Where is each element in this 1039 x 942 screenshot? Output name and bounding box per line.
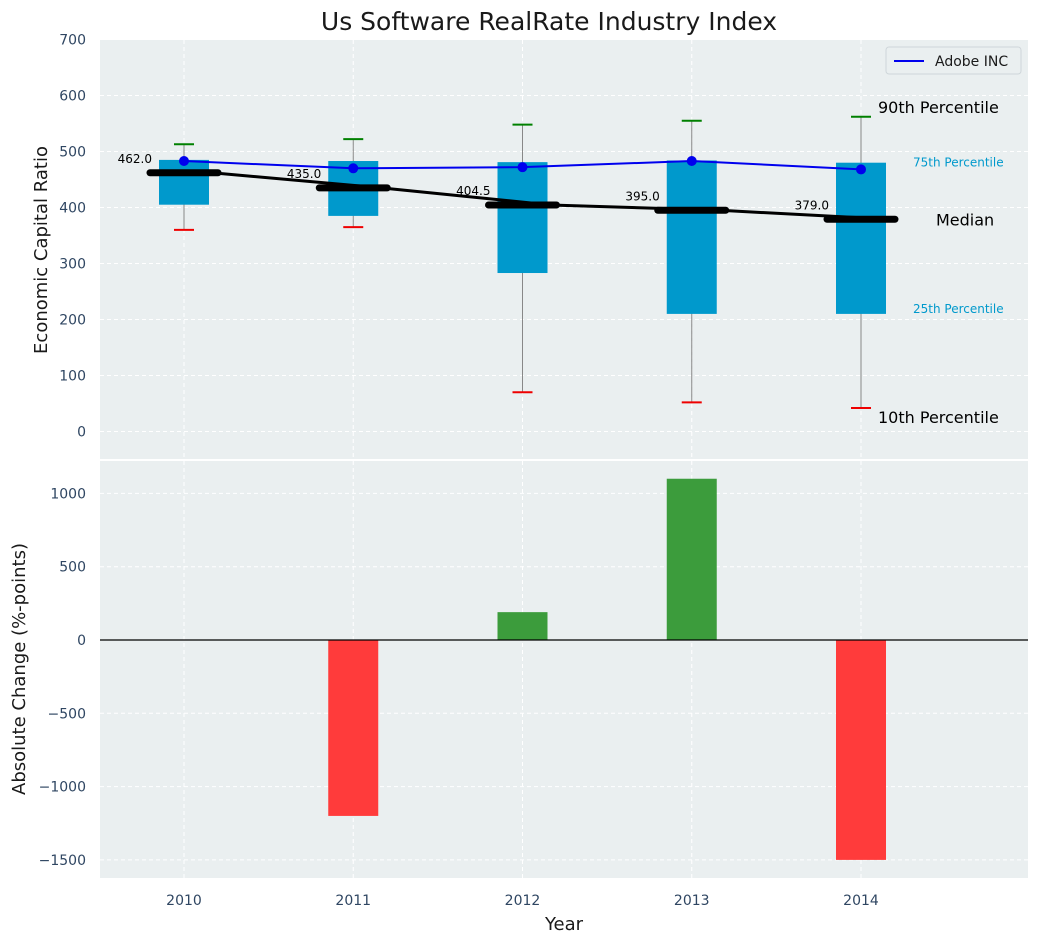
x-tick-label: 2011 [335,893,371,909]
bottom-plot-background [100,461,1028,878]
top-y-axis-title: Economic Capital Ratio [31,146,52,354]
annotation-90th-percentile: 90th Percentile [878,98,999,117]
median-value-label: 435.0 [287,167,321,181]
adobe-series-point [348,163,359,174]
x-tick-label: 2012 [505,893,541,909]
bottom-y-tick-label: 1000 [50,486,86,502]
legend-box [885,46,1022,75]
annotation-median: Median [936,210,994,229]
iqr-box [836,162,886,314]
top-y-tick-label: 100 [59,369,86,385]
legend: Adobe INC [885,46,1022,75]
iqr-box [666,160,717,314]
top-y-tick-label: 0 [77,425,86,441]
bottom-y-tick-label: −500 [48,706,86,722]
adobe-series-point [179,156,189,167]
iqr-box [497,162,548,274]
top-y-tick-label: 200 [59,313,86,329]
top-y-tick-label: 300 [59,257,86,273]
bar-positive [666,478,717,640]
adobe-series-point [517,162,528,173]
median-value-label: 379.0 [795,198,829,212]
median-value-label: 404.5 [456,184,490,198]
bar-negative [328,640,379,816]
median-value-label: 462.0 [118,152,152,166]
median-value-label: 395.0 [625,189,659,203]
annotation-10th-percentile: 10th Percentile [878,408,999,427]
annotation-75th-percentile: 75th Percentile [913,156,1004,170]
bar-negative [836,640,886,860]
bottom-y-axis-title: Absolute Change (%-points) [9,543,30,795]
bottom-panel: −1500 −1000 −500 0 500 1000 2010 2011 2012 2013 20… [39,461,1028,909]
adobe-series-point [856,164,866,175]
bottom-y-tick-label: −1500 [39,853,86,869]
top-y-tick-label: 700 [59,33,86,49]
x-tick-label: 2014 [843,893,879,909]
bottom-y-tick-label: 500 [59,560,86,576]
iqr-box [159,159,209,205]
x-tick-label: 2013 [674,893,710,909]
top-panel: 0 100 200 300 400 500 600 700 462.0 435.0 404.5 395… [59,33,1028,459]
x-axis-title: Year [544,914,584,935]
bottom-y-tick-label: 0 [77,633,86,649]
chart-title: Us Software RealRate Industry Index [321,7,777,36]
adobe-series-point [686,156,697,167]
top-y-tick-label: 600 [59,89,86,105]
annotation-25th-percentile: 25th Percentile [913,302,1004,316]
top-y-tick-label: 500 [59,145,86,161]
bottom-y-tick-label: −1000 [39,780,86,796]
x-tick-label: 2010 [166,893,202,909]
top-y-tick-label: 400 [59,201,86,217]
bar-positive [497,612,548,640]
legend-label: Adobe INC [935,54,1008,70]
